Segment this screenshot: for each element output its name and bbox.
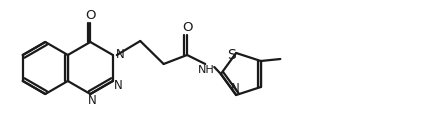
Text: N: N [116, 47, 124, 60]
Text: N: N [231, 81, 240, 94]
Text: NH: NH [198, 65, 215, 75]
Text: O: O [85, 9, 96, 22]
Text: N: N [114, 79, 122, 92]
Text: S: S [227, 48, 235, 62]
Text: O: O [182, 21, 192, 34]
Text: N: N [88, 94, 97, 108]
